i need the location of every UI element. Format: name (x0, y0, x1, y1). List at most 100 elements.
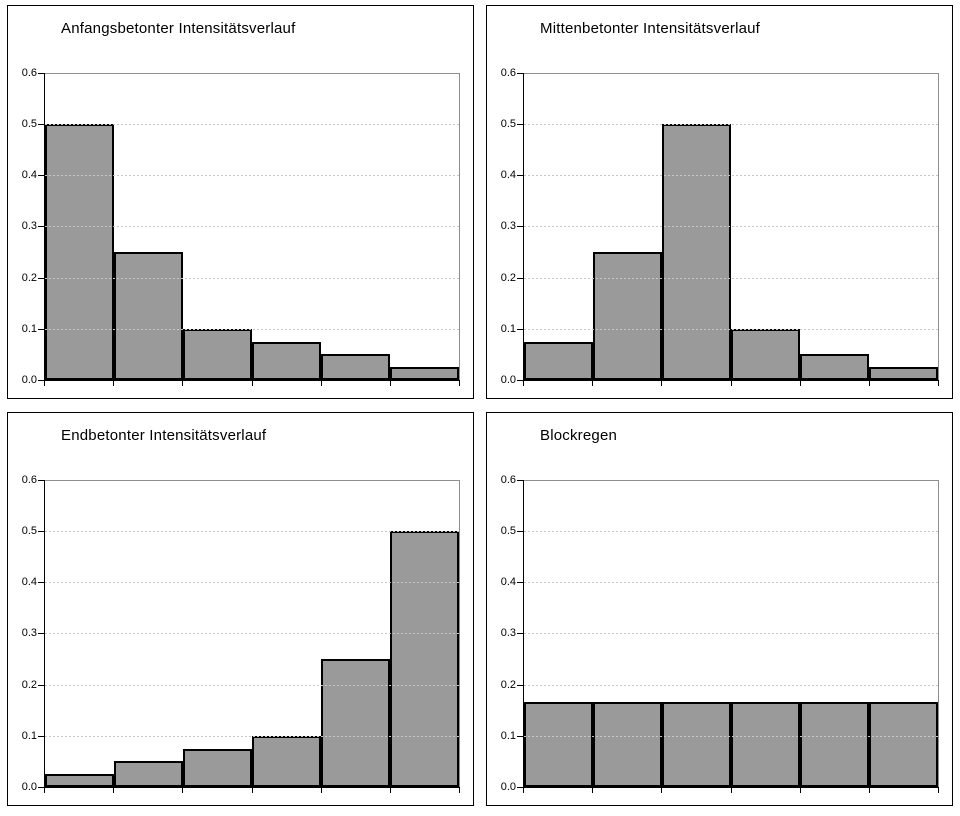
x-axis-tick (252, 381, 253, 386)
y-axis-tick (517, 531, 523, 532)
y-axis-line (523, 480, 524, 788)
y-axis-label: 0.3 (500, 627, 516, 639)
y-axis-tick (517, 787, 523, 788)
bar (45, 774, 114, 787)
y-axis-label: 0.1 (500, 323, 516, 335)
y-axis-tick (517, 633, 523, 634)
bar (524, 342, 593, 380)
chart-panel-anfangsbetont: Anfangsbetonter Intensitätsverlauf 0.0 0.… (7, 5, 474, 399)
y-axis-tick (38, 685, 44, 686)
y-axis-label: 0.4 (21, 169, 37, 181)
bar (252, 736, 321, 787)
bar (390, 367, 459, 380)
y-axis-label: 0.0 (500, 374, 516, 386)
bar (321, 354, 390, 380)
y-axis-tick (517, 480, 523, 481)
y-axis-tick (38, 73, 44, 74)
y-axis-tick (517, 380, 523, 381)
x-axis-tick (938, 788, 939, 793)
gridline (45, 329, 459, 330)
gridline (524, 736, 938, 737)
gridline (45, 685, 459, 686)
chart-panel-blockregen: Blockregen 0.0 0.1 0.2 0.3 0.4 0.5 0.6 (486, 412, 953, 806)
gridline (45, 226, 459, 227)
y-axis-label: 0.2 (21, 272, 37, 284)
bars-group (45, 480, 459, 787)
x-axis-tick (252, 788, 253, 793)
bar (662, 124, 731, 380)
plot-frame-top (523, 73, 939, 74)
x-axis-tick (459, 788, 460, 793)
bar (662, 702, 731, 787)
y-axis-label: 0.1 (500, 730, 516, 742)
gridline (45, 582, 459, 583)
bar (731, 329, 800, 380)
bar (800, 354, 869, 380)
y-axis-tick (517, 226, 523, 227)
y-axis-tick (38, 787, 44, 788)
gridline (524, 582, 938, 583)
y-axis-tick (38, 736, 44, 737)
bar (593, 252, 662, 380)
x-axis-tick (800, 788, 801, 793)
gridline (524, 531, 938, 532)
x-axis-tick (182, 788, 183, 793)
chart-title: Endbetonter Intensitätsverlauf (61, 427, 267, 444)
gridline (45, 278, 459, 279)
y-axis-tick (517, 685, 523, 686)
bar (114, 761, 183, 787)
gridline (524, 175, 938, 176)
y-axis-line (44, 73, 45, 381)
bar (524, 702, 593, 787)
x-axis-tick (661, 788, 662, 793)
x-axis-tick (800, 381, 801, 386)
y-axis-line (523, 73, 524, 381)
chart-title: Blockregen (540, 427, 618, 444)
x-axis-tick (321, 381, 322, 386)
bar (321, 659, 390, 787)
y-axis-label: 0.1 (21, 730, 37, 742)
chart-panel-endbetont: Endbetonter Intensitätsverlauf 0.0 0.1 0.2… (7, 412, 474, 806)
y-axis-label: 0.0 (21, 374, 37, 386)
plot-frame-right (459, 73, 460, 380)
bar (45, 124, 114, 380)
y-axis-tick (38, 175, 44, 176)
y-axis-label: 0.1 (21, 323, 37, 335)
x-axis-line (523, 380, 939, 381)
x-axis-tick (731, 788, 732, 793)
x-axis-tick (459, 381, 460, 386)
y-axis-label: 0.6 (500, 474, 516, 486)
y-axis-label: 0.6 (21, 474, 37, 486)
x-axis-line (44, 380, 460, 381)
bar (800, 702, 869, 787)
x-axis-line (44, 787, 460, 788)
y-axis-label: 0.3 (21, 220, 37, 232)
x-axis-tick (661, 381, 662, 386)
y-axis-tick (517, 175, 523, 176)
x-axis-tick (731, 381, 732, 386)
bar (869, 702, 938, 787)
gridline (524, 226, 938, 227)
plot-frame-top (44, 73, 460, 74)
plot-frame-right (938, 480, 939, 787)
y-axis-tick (38, 531, 44, 532)
y-axis-label: 0.6 (21, 67, 37, 79)
x-axis-tick (523, 381, 524, 386)
bars-group (524, 480, 938, 787)
y-axis-label: 0.0 (21, 781, 37, 793)
y-axis-label: 0.0 (500, 781, 516, 793)
gridline (524, 633, 938, 634)
x-axis-tick (523, 788, 524, 793)
x-axis-tick (113, 381, 114, 386)
y-axis-tick (517, 278, 523, 279)
y-axis-tick (38, 633, 44, 634)
plot-frame-top (523, 480, 939, 481)
x-axis-tick (869, 381, 870, 386)
gridline (524, 685, 938, 686)
y-axis-tick (38, 380, 44, 381)
plot-frame-top (44, 480, 460, 481)
x-axis-line (523, 787, 939, 788)
y-axis-tick (517, 736, 523, 737)
bar (114, 252, 183, 380)
